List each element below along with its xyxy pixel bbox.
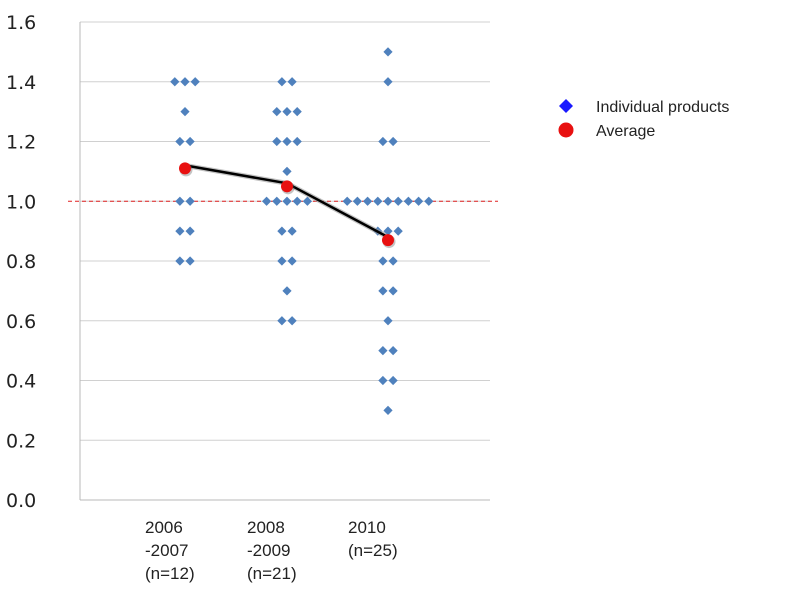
data-point-individual	[292, 196, 302, 206]
data-point-individual	[272, 107, 282, 117]
y-tick-label: 1.6	[6, 12, 36, 34]
data-point-individual	[190, 77, 200, 87]
y-tick-label: 0.6	[6, 311, 36, 333]
data-point-individual	[277, 256, 287, 266]
y-tick-label: 1.0	[6, 191, 36, 213]
y-tick-label: 0.8	[6, 251, 36, 273]
data-point-individual	[272, 196, 282, 206]
data-point-individual	[388, 256, 398, 266]
data-point-individual	[282, 166, 292, 176]
data-point-individual	[373, 196, 383, 206]
data-point-individual	[175, 256, 185, 266]
data-point-individual	[185, 136, 195, 147]
data-point-individual	[282, 136, 292, 147]
data-point-individual	[185, 256, 195, 266]
data-point-individual	[383, 405, 393, 415]
data-point-individual	[292, 107, 302, 117]
data-point-individual	[287, 256, 297, 266]
x-category-labels: 2006 -2007 (n=12) 2008 -2009 (n=21) 2010 (n=25)	[145, 518, 398, 583]
legend-circle-marker	[558, 122, 574, 138]
data-point-individual	[175, 136, 185, 147]
data-point-individual	[388, 286, 398, 296]
x-category-label: 2010 (n=25)	[348, 518, 398, 560]
y-tick-labels: 0.0 0.2 0.4 0.6 0.8 1.0 1.2 1.4 1.6	[6, 12, 36, 512]
data-point-individual	[282, 286, 292, 296]
data-point-individual	[378, 346, 388, 356]
data-point-individual	[287, 316, 297, 326]
data-point-individual	[180, 77, 190, 87]
data-point-individual	[378, 286, 388, 296]
data-point-individual	[180, 107, 190, 117]
data-point-individual	[277, 316, 287, 326]
data-point-average	[281, 180, 293, 193]
data-point-individual	[393, 196, 403, 206]
legend-label-individual: Individual products	[596, 99, 729, 116]
individual-points	[170, 47, 434, 415]
legend: Individual products Average	[558, 99, 729, 140]
data-point-individual	[185, 196, 195, 206]
x-category-label: 2008 -2009 (n=21)	[247, 518, 297, 583]
data-point-individual	[378, 375, 388, 386]
data-point-individual	[277, 77, 287, 87]
data-point-individual	[383, 196, 393, 206]
data-point-average	[179, 162, 191, 175]
y-tick-label: 1.4	[6, 72, 36, 94]
data-point-individual	[388, 346, 398, 356]
data-point-individual	[424, 196, 434, 206]
data-point-individual	[383, 316, 393, 326]
data-point-individual	[403, 196, 413, 206]
average-points	[179, 162, 396, 249]
data-point-average	[382, 234, 394, 247]
x-category-label: 2006 -2007 (n=12)	[145, 518, 195, 583]
data-point-individual	[383, 47, 393, 57]
data-point-individual	[287, 77, 297, 87]
data-point-individual	[393, 226, 403, 236]
data-point-individual	[185, 226, 195, 236]
data-point-individual	[262, 196, 272, 206]
data-point-individual	[302, 196, 312, 206]
data-point-individual	[170, 77, 180, 87]
data-point-individual	[383, 77, 393, 87]
data-point-individual	[352, 196, 362, 206]
data-point-individual	[363, 196, 373, 206]
y-tick-label: 0.2	[6, 430, 36, 452]
data-point-individual	[277, 226, 287, 236]
data-point-individual	[388, 136, 398, 147]
data-point-individual	[287, 226, 297, 236]
y-tick-label: 0.4	[6, 371, 36, 393]
data-point-individual	[378, 136, 388, 147]
legend-diamond-marker	[559, 99, 573, 113]
axes	[79, 22, 490, 501]
y-tick-label: 0.0	[6, 490, 36, 512]
data-point-individual	[342, 196, 352, 206]
data-point-individual	[175, 226, 185, 236]
data-point-individual	[282, 107, 292, 117]
data-point-individual	[175, 196, 185, 206]
data-point-individual	[272, 136, 282, 147]
data-point-individual	[378, 256, 388, 266]
legend-label-average: Average	[596, 123, 655, 140]
y-tick-label: 1.2	[6, 132, 36, 154]
data-point-individual	[282, 196, 292, 206]
data-point-individual	[388, 375, 398, 386]
data-point-individual	[292, 136, 302, 147]
data-point-individual	[414, 196, 424, 206]
